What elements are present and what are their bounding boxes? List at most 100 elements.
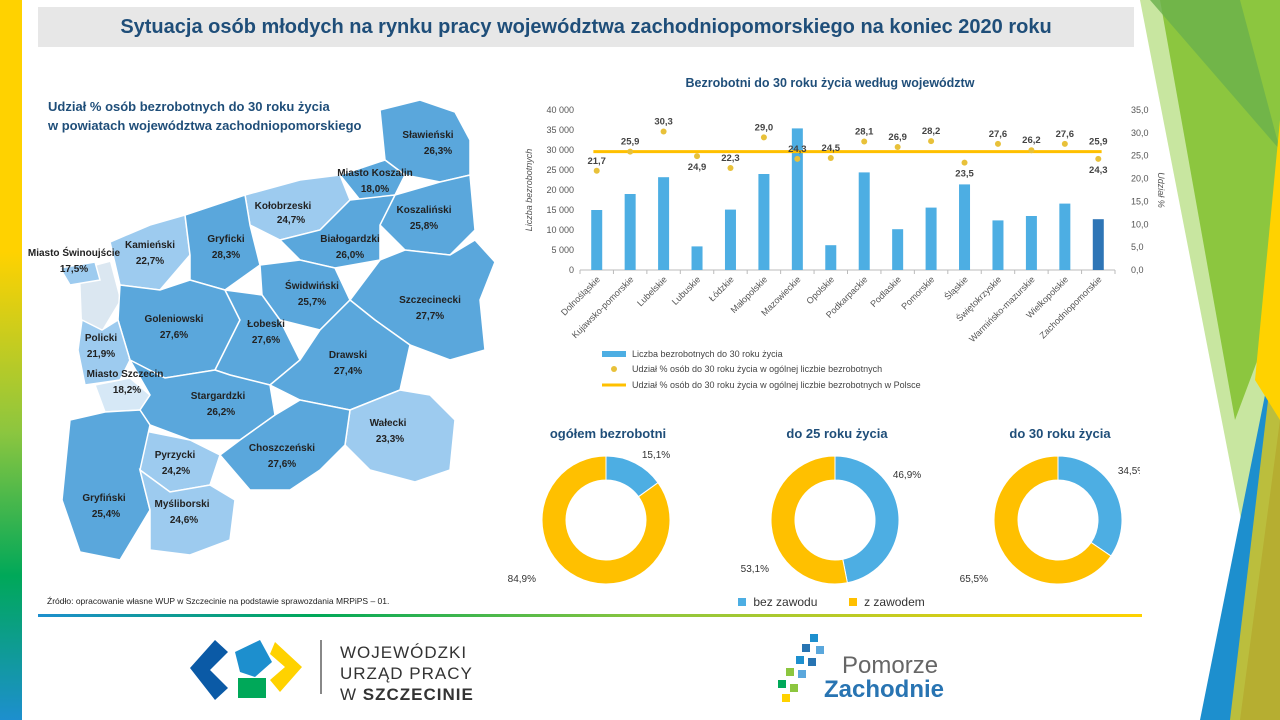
- donut-3-slice-2: [993, 455, 1112, 585]
- label-goleniowski-name: Goleniowski: [145, 314, 204, 325]
- share-label-15: 27,6: [1056, 129, 1075, 140]
- label-swinoujscie-name: Miasto Świnoujście: [28, 246, 121, 259]
- label-swidwinski-name: Świdwiński: [285, 279, 339, 292]
- share-label-5: 22,3: [721, 153, 740, 164]
- x-tick-label: Lubuskie: [670, 274, 703, 307]
- y-tick-label: 5 000: [551, 245, 574, 255]
- share-point-6: [760, 134, 767, 141]
- label-swidwinski-value: 25,7%: [298, 297, 326, 308]
- legend-label-z-zawodem: z zawodem: [864, 594, 925, 609]
- label-choszczenski-value: 27,6%: [268, 459, 296, 470]
- label-pyrzycki-name: Pyrzycki: [155, 450, 196, 461]
- map-labels: Sławieński 26,3% Miasto Koszalin 18,0% K…: [28, 130, 461, 526]
- label-mysliborski-value: 24,6%: [170, 515, 198, 526]
- share-point-11: [928, 138, 935, 145]
- legend-label-points: Udział % osób do 30 roku życia w ogólnej…: [632, 364, 882, 374]
- pomorze-logo-line1: Pomorze: [842, 652, 939, 679]
- bar-13: [992, 220, 1004, 270]
- page-title: Sytuacja osób młodych na rynku pracy woj…: [120, 16, 1052, 38]
- bar-14: [1025, 216, 1037, 270]
- share-label-1: 21,7: [587, 156, 606, 167]
- footer-divider: [38, 614, 1142, 617]
- region-policki: [77, 318, 131, 386]
- title-bar: [38, 7, 1134, 47]
- label-goleniowski-value: 27,6%: [160, 330, 188, 341]
- region-drawski: [268, 298, 411, 411]
- y-tick-label: 15 000: [546, 205, 574, 215]
- bar-16: [1092, 219, 1104, 270]
- y-axis-label: Liczba bezrobotnych: [524, 149, 534, 232]
- region-kamienski: [109, 214, 191, 291]
- y-tick-label: 35 000: [546, 125, 574, 135]
- label-kamienski-value: 22,7%: [136, 256, 164, 267]
- wup-logo-line3-city: SZCZECINIE: [362, 685, 474, 704]
- label-stargardzki-name: Stargardzki: [191, 391, 246, 402]
- legend-label-bars: Liczba bezrobotnych do 30 roku życia: [632, 349, 783, 359]
- label-kolobrzeski-value: 24,7%: [277, 215, 305, 226]
- share-point-9: [861, 138, 868, 145]
- share-label-4: 24,9: [688, 162, 707, 173]
- label-gryfinski-name: Gryfiński: [82, 493, 126, 504]
- region-miasto-swinoujscie: [58, 261, 101, 286]
- bar-chart: 0 5 000 10 000 15 000 20 000 25 000 30 000 35 0…: [524, 105, 1166, 390]
- label-lobeski-name: Łobeski: [247, 319, 285, 330]
- label-gryficki-name: Gryficki: [207, 234, 244, 245]
- label-szczecinecki-name: Szczecinecki: [399, 295, 461, 306]
- label-drawski-value: 27,4%: [334, 366, 362, 377]
- share-label-14: 26,2: [1022, 135, 1041, 146]
- donut-2-label-2: 53,1%: [741, 564, 769, 575]
- share-point-14: [1028, 147, 1035, 154]
- pomorze-zachodnie-logo-icon: [778, 634, 824, 702]
- y2-tick-label: 0,0: [1131, 265, 1144, 275]
- share-label-10: 26,9: [888, 132, 907, 143]
- bar-9: [858, 172, 870, 270]
- y2-tick-label: 5,0: [1131, 242, 1144, 252]
- legend-swatch-points: [611, 366, 617, 372]
- share-point-3: [660, 128, 667, 135]
- share-point-7: [794, 155, 801, 162]
- label-choszczenski-name: Choszczeński: [249, 443, 315, 454]
- source-note: Źródło: opracowanie własne WUP w Szczeci…: [47, 596, 390, 606]
- region-mysliborski: [138, 468, 236, 556]
- donut-2-label-1: 46,9%: [893, 470, 921, 481]
- label-pyrzycki-value: 24,2%: [162, 466, 190, 477]
- wup-logo-text: WOJEWÓDZKI URZĄD PRACY W SZCZECINIE: [340, 642, 474, 705]
- label-gryficki-value: 28,3%: [212, 250, 240, 261]
- y-tick-label: 10 000: [546, 225, 574, 235]
- share-point-1: [593, 167, 600, 174]
- share-point-4: [694, 153, 701, 160]
- y2-tick-label: 20,0: [1131, 174, 1149, 184]
- bar-10: [892, 229, 904, 270]
- x-tick-label: Pomorskie: [899, 274, 936, 311]
- label-koszalinski-value: 25,8%: [410, 221, 438, 232]
- x-tick-label: Zachodniopomorskie: [1038, 274, 1104, 340]
- label-koszalinski-name: Koszaliński: [396, 205, 451, 216]
- right-decoration: [1140, 0, 1280, 720]
- label-slawienski-name: Sławieński: [402, 130, 453, 141]
- bar-3: [658, 177, 670, 270]
- donut-title-do30: do 30 roku życia: [1009, 426, 1111, 441]
- pomorze-logo-line2: Zachodnie: [824, 676, 945, 703]
- share-point-15: [1061, 140, 1068, 147]
- label-lobeski-value: 27,6%: [252, 335, 280, 346]
- map-title: Udział % osób bezrobotnych do 30 roku ży…: [48, 97, 361, 135]
- donut-charts: 15,1% 84,9% 46,9% 53,1% 34,5% 65,5%: [508, 450, 1140, 585]
- y-tick-label: 30 000: [546, 145, 574, 155]
- y-tick-label: 0: [569, 265, 574, 275]
- x-tick-label: Warmińsko-mazurskie: [967, 274, 1037, 344]
- region-miasto-koszalin: [338, 159, 406, 201]
- logo-separator: [320, 640, 322, 694]
- y-tick-label: 40 000: [546, 105, 574, 115]
- y-tick-label: 20 000: [546, 185, 574, 195]
- share-point-8: [827, 155, 834, 161]
- bar-12: [959, 184, 971, 270]
- label-policki-value: 21,9%: [87, 349, 115, 360]
- region-gryficki: [184, 194, 261, 291]
- label-bialogardzki-name: Białogardzki: [320, 234, 380, 245]
- label-drawski-name: Drawski: [329, 350, 368, 361]
- share-label-9: 28,1: [855, 127, 874, 138]
- y2-tick-label: 30,0: [1131, 128, 1149, 138]
- donut-2-slice-1: [834, 455, 900, 584]
- poland-line-label: 25,9: [1089, 137, 1108, 148]
- x-tick-label: Opolskie: [804, 274, 836, 306]
